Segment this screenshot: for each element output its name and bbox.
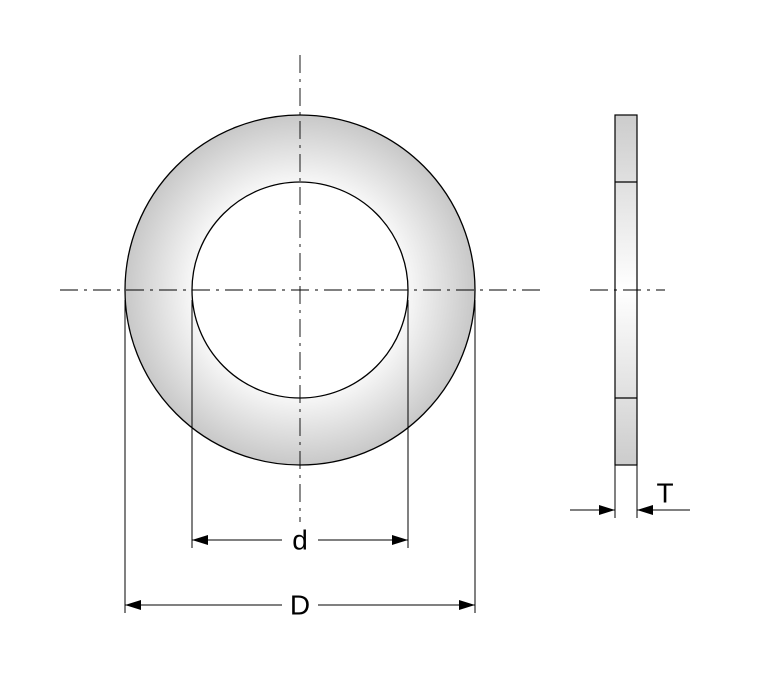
- washer-side-view: [590, 115, 665, 465]
- svg-text:T: T: [656, 477, 673, 508]
- svg-text:d: d: [292, 524, 308, 555]
- svg-text:D: D: [290, 589, 310, 620]
- technical-drawing: d D T: [0, 0, 780, 680]
- dimension-thickness: T: [570, 465, 690, 518]
